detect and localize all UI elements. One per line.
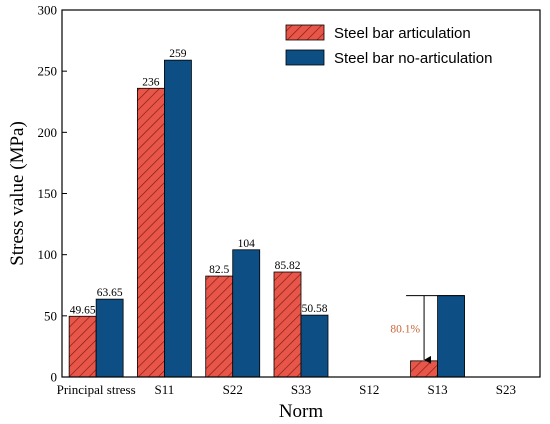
x-tick-label-principal-stress: Principal stress bbox=[57, 382, 136, 397]
bar-steel-bar-articulation-s13 bbox=[410, 360, 438, 378]
data-label-steel-bar-articulation-principal-stress: 49.65 bbox=[70, 304, 96, 316]
data-label-steel-bar-articulation-s11: 236 bbox=[142, 76, 160, 88]
bar-steel-bar-articulation-s22 bbox=[205, 275, 234, 378]
y-tick-label-300: 300 bbox=[38, 3, 58, 18]
x-tick-label-s33: S33 bbox=[291, 382, 311, 397]
bar-steel-bar-no-articulation-s13 bbox=[437, 295, 465, 378]
data-label-steel-bar-articulation-s33: 85.82 bbox=[275, 260, 301, 272]
data-label-steel-bar-no-articulation-s22: 104 bbox=[238, 238, 256, 250]
bar-steel-bar-articulation-s33 bbox=[273, 271, 302, 378]
plot-frame bbox=[61, 9, 541, 378]
legend-label-no-articulation: Steel bar no-articulation bbox=[334, 50, 492, 67]
y-axis-tick-labels: 0 50 100 150 200 250 300 bbox=[38, 3, 58, 385]
data-label-steel-bar-no-articulation-principal-stress: 63.65 bbox=[97, 287, 123, 299]
x-tick-label-s23: S23 bbox=[496, 382, 516, 397]
y-tick-label-250: 250 bbox=[38, 64, 58, 79]
x-tick-label-s11: S11 bbox=[155, 382, 175, 397]
x-tick-label-s22: S22 bbox=[223, 382, 243, 397]
y-tick-label-0: 0 bbox=[51, 370, 58, 385]
data-label-steel-bar-articulation-s22: 82.5 bbox=[209, 264, 229, 276]
y-tick-label-50: 50 bbox=[44, 308, 57, 323]
data-label-steel-bar-no-articulation-s11: 259 bbox=[169, 48, 187, 60]
x-axis-title: Norm bbox=[279, 401, 324, 422]
annotation-reduction-label: 80.1% bbox=[390, 323, 420, 335]
data-label-steel-bar-no-articulation-s33: 50.58 bbox=[302, 303, 328, 315]
bar-steel-bar-no-articulation-s33 bbox=[300, 314, 329, 378]
bar-steel-bar-no-articulation-principal-stress bbox=[95, 298, 124, 378]
y-axis-title: Stress value (MPa) bbox=[7, 121, 28, 266]
bars-layer bbox=[68, 59, 465, 378]
bar-steel-bar-no-articulation-s22 bbox=[232, 249, 261, 378]
legend-swatch-articulation bbox=[285, 24, 325, 41]
bar-steel-bar-articulation-s11 bbox=[137, 87, 165, 378]
bar-steel-bar-no-articulation-s11 bbox=[164, 59, 192, 378]
y-tick-label-100: 100 bbox=[38, 247, 58, 262]
bar-steel-bar-articulation-principal-stress bbox=[68, 315, 97, 378]
y-axis-ticks bbox=[62, 9, 67, 378]
x-axis-tick-labels: Principal stress S11 S22 S33 S12 S13 S23 bbox=[57, 382, 516, 397]
annotation-layer: 80.1% bbox=[390, 295, 465, 364]
x-tick-label-s13: S13 bbox=[427, 382, 447, 397]
legend-swatch-no-articulation bbox=[285, 49, 325, 66]
y-tick-label-200: 200 bbox=[38, 125, 58, 140]
y-tick-label-150: 150 bbox=[38, 186, 58, 201]
legend-label-articulation: Steel bar articulation bbox=[334, 25, 471, 42]
x-tick-label-s12: S12 bbox=[359, 382, 379, 397]
legend: Steel bar articulation Steel bar no-arti… bbox=[285, 24, 492, 67]
